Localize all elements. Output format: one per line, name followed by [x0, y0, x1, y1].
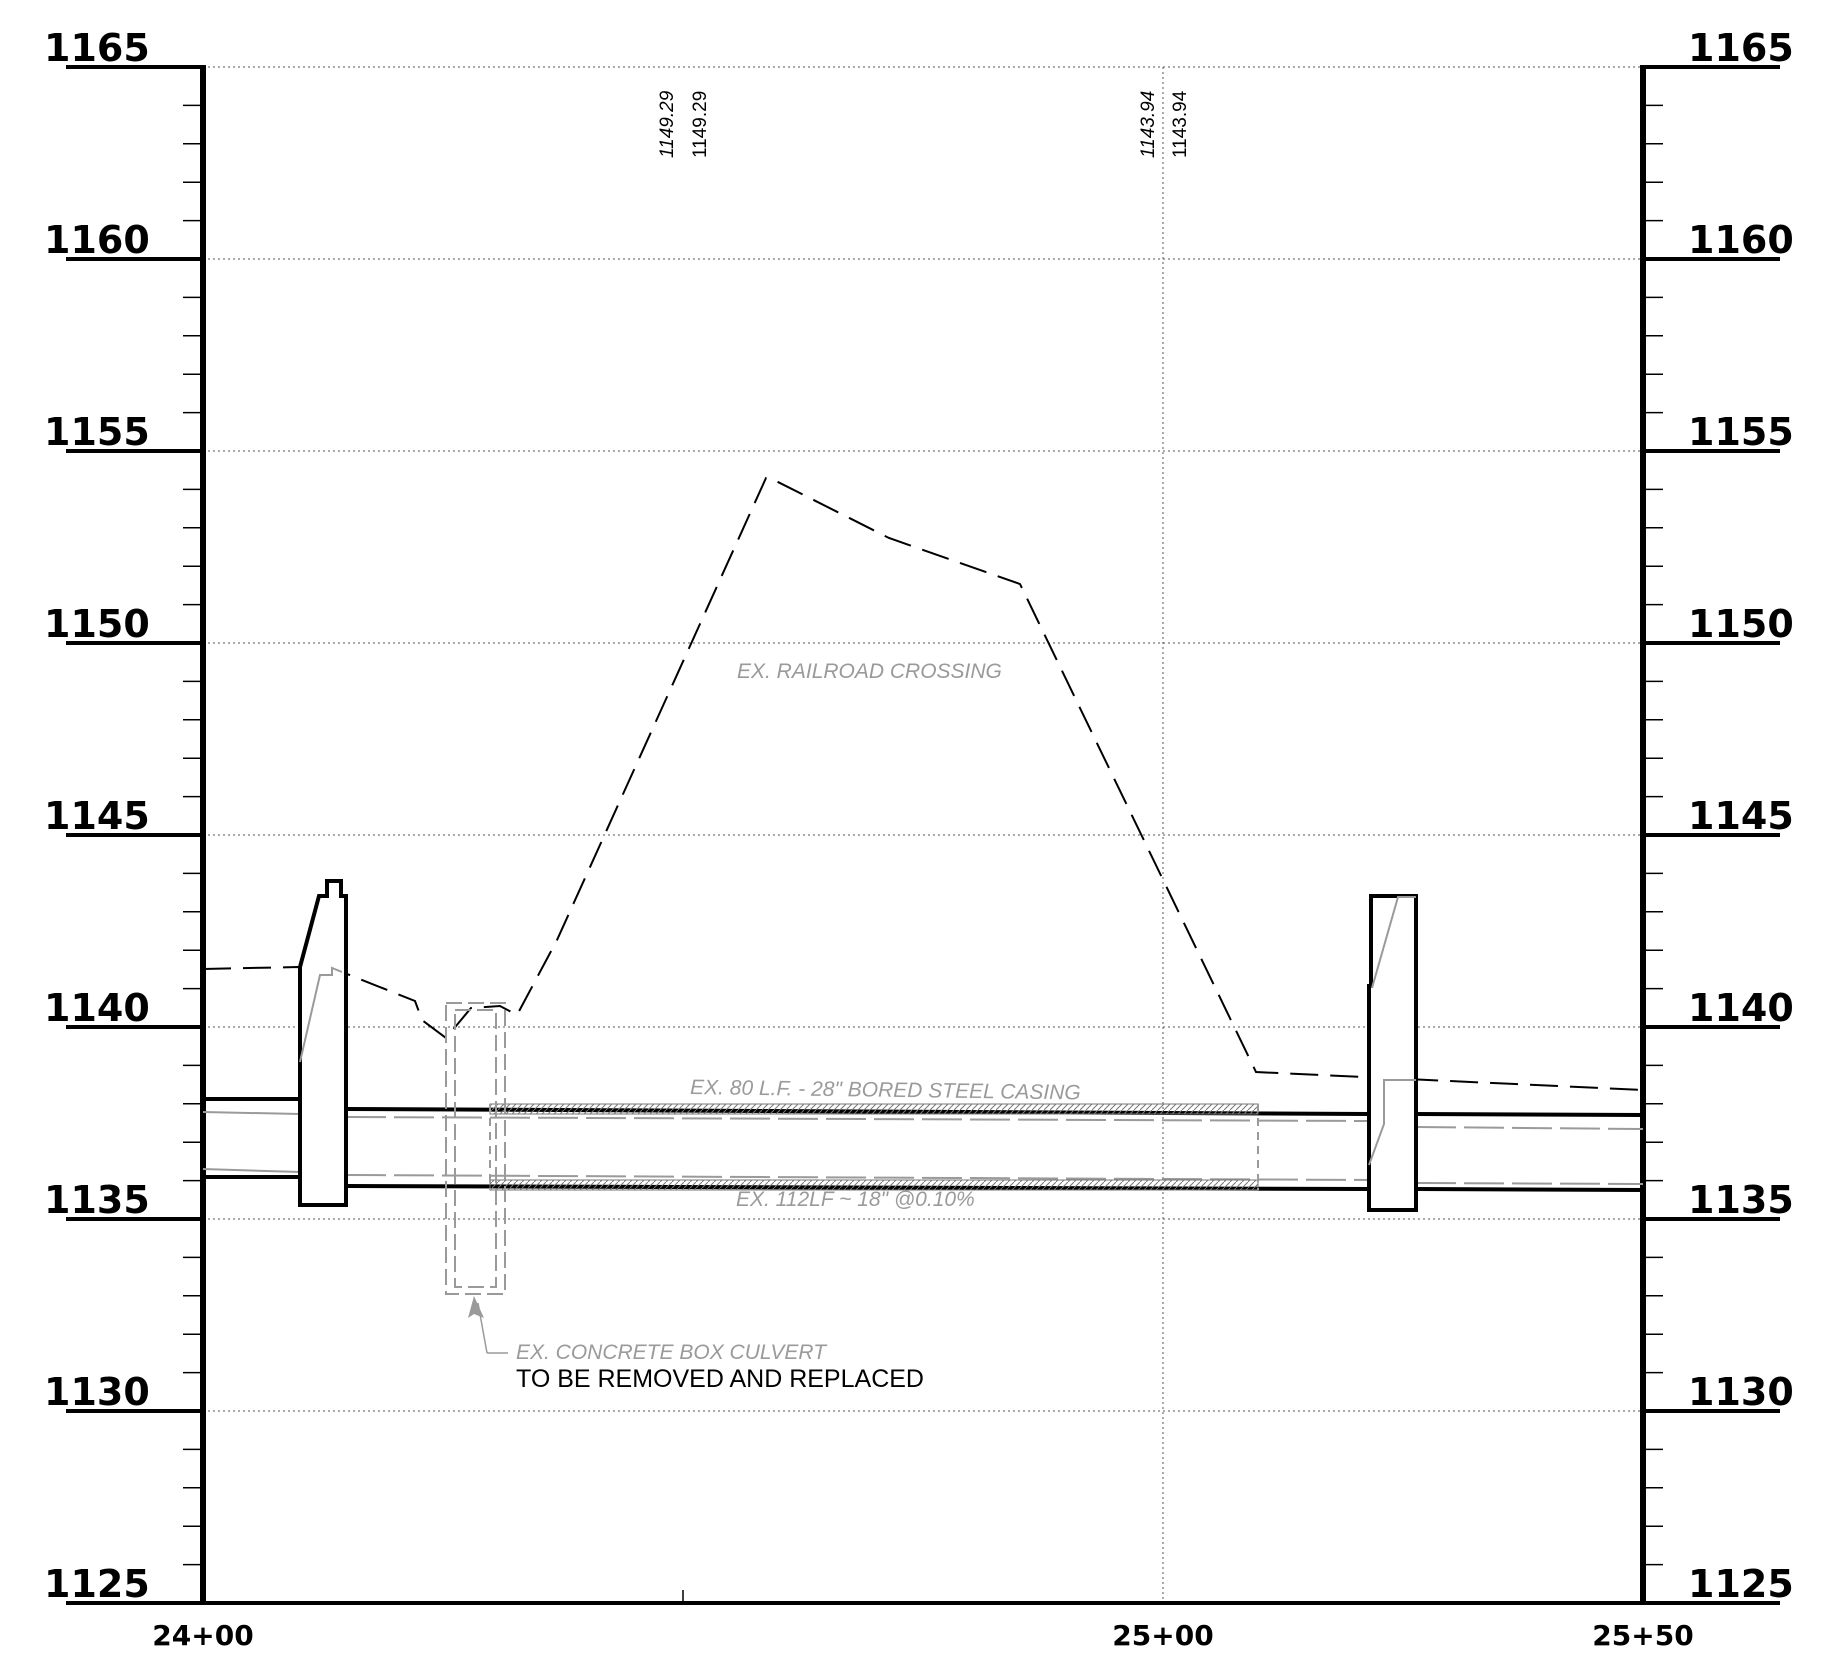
station-label: 24+00 [152, 1619, 253, 1652]
station-label: 25+50 [1592, 1619, 1693, 1652]
grade-label-proposed: 1143.94 [1170, 90, 1191, 158]
station-label: 25+00 [1112, 1619, 1213, 1652]
grade-label-proposed: 1149.29 [690, 91, 711, 158]
casing-note: EX. 80 L.F. - 28" BORED STEEL CASING [690, 1076, 1081, 1104]
elev-label: 1140 [44, 986, 150, 1030]
elev-label: 1130 [44, 1370, 150, 1414]
railroad-note: EX. RAILROAD CROSSING [737, 660, 1002, 683]
pipe-note: EX. 112LF ~ 18" @0.10% [736, 1188, 975, 1211]
elev-label: 1125 [44, 1562, 150, 1606]
elev-label: 1155 [1688, 410, 1794, 454]
elev-label: 1135 [44, 1178, 150, 1222]
elev-label: 1165 [1688, 26, 1794, 70]
grade-label-existing: 1149.29 [657, 90, 678, 158]
existing-pipe [202, 1111, 1644, 1185]
grade-labels: 1149.29 1149.29 1143.94 1143.94 [657, 90, 1191, 158]
left-manhole [298, 879, 348, 1207]
elev-label: 1125 [1688, 1562, 1794, 1606]
elevation-labels-right: 1165 1160 1155 1150 1145 1140 1135 1130 … [1688, 26, 1794, 1606]
elev-label: 1165 [44, 26, 150, 70]
grid-lines [203, 66, 1643, 1603]
elev-label: 1130 [1688, 1370, 1794, 1414]
elev-label: 1145 [44, 794, 150, 838]
elev-label: 1155 [44, 410, 150, 454]
existing-ground-line [202, 477, 1644, 1091]
elev-label: 1145 [1688, 794, 1794, 838]
culvert-leader-arrow [468, 1296, 508, 1354]
station-labels: 24+00 25+00 25+50 [152, 1619, 1693, 1652]
elev-label: 1150 [1688, 602, 1794, 646]
culvert-action-note: TO BE REMOVED AND REPLACED [516, 1365, 924, 1393]
elevation-ticks [66, 65, 1780, 1605]
box-culvert [445, 1002, 506, 1295]
culvert-note: EX. CONCRETE BOX CULVERT [516, 1341, 828, 1364]
elev-label: 1150 [44, 602, 150, 646]
annotations: EX. RAILROAD CROSSING EX. 80 L.F. - 28" … [516, 660, 1081, 1393]
elev-label: 1160 [44, 218, 150, 262]
elev-label: 1140 [1688, 986, 1794, 1030]
grade-label-existing: 1143.94 [1138, 91, 1159, 158]
steel-casing [489, 1103, 1259, 1191]
elev-label: 1135 [1688, 1178, 1794, 1222]
right-manhole [1367, 894, 1418, 1212]
elev-label: 1160 [1688, 218, 1794, 262]
elevation-labels-left: 1165 1160 1155 1150 1145 1140 1135 1130 … [44, 26, 150, 1606]
